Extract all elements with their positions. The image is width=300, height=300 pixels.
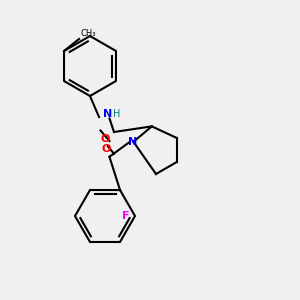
Text: O: O [102,144,111,154]
Text: F: F [122,211,130,221]
Text: N: N [128,137,137,147]
Text: CH₃: CH₃ [80,28,96,38]
Text: O: O [100,134,110,145]
Text: N: N [103,109,113,119]
Text: H: H [112,109,120,119]
